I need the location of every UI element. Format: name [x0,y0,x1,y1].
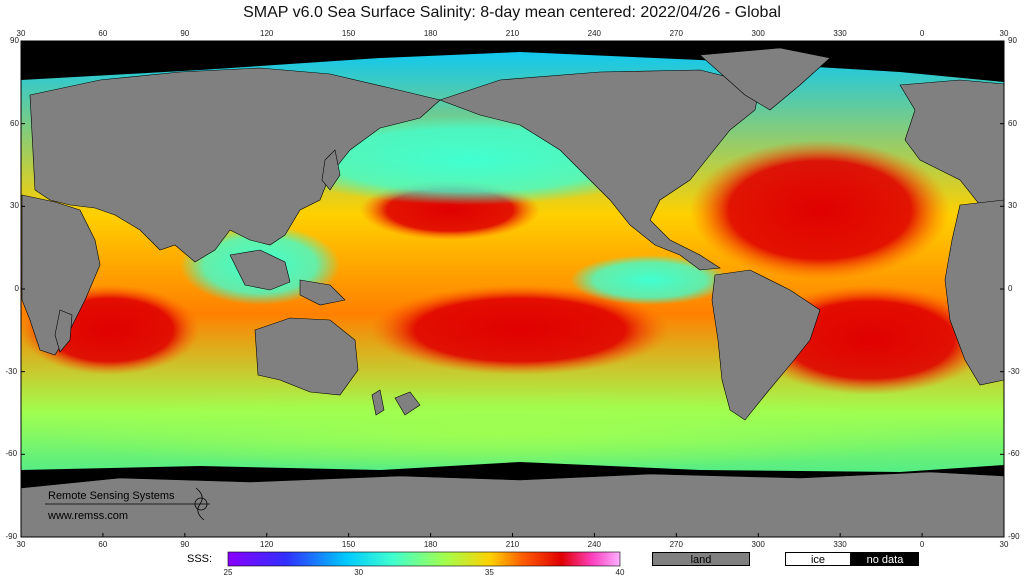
land-masses [21,47,1004,537]
lon-label-bottom: 60 [98,540,108,549]
colorbar-tick-label: 30 [354,568,364,577]
right-ticks [1000,40,1004,538]
lat-label-right: 0 [1008,284,1013,293]
lon-label-bottom: 120 [260,540,274,549]
lon-label-top: 270 [669,29,683,38]
land-swatch: land [652,552,750,566]
lon-label-top: 180 [423,29,438,38]
lon-label-bottom: 210 [505,540,520,549]
lon-label-bottom: 90 [180,540,190,549]
lon-label-top: 240 [587,29,602,38]
lon-label-bottom: 150 [341,540,356,549]
lat-label-left: 60 [10,118,19,128]
lon-label-bottom: 30 [999,540,1009,549]
colorbar-tick-label: 35 [484,568,494,577]
map-title: SMAP v6.0 Sea Surface Salinity: 8-day me… [243,4,781,21]
lat-label-right: -30 [1008,366,1020,376]
lat-label-right: 60 [1008,118,1017,128]
org-name: Remote Sensing Systems [48,490,175,502]
lon-label-top: 300 [751,29,765,38]
left-ticks [21,40,25,538]
lon-label-top: 0 [919,29,925,38]
no-data-swatch: no data [851,552,919,566]
lon-label-bottom: 0 [919,540,925,549]
lon-label-top: 150 [341,29,356,38]
salinity-colorbar [227,551,621,567]
lat-label-right: 90 [1008,36,1017,45]
lon-label-top: 60 [98,29,108,38]
colorbar-tick-label: 40 [615,568,625,577]
lat-label-right: 30 [1008,201,1017,211]
lon-label-top: 30 [999,29,1009,38]
lon-label-bottom: 330 [833,540,847,549]
lon-label-bottom: 180 [423,540,438,549]
lat-label-left: 0 [14,284,19,293]
ice-swatch: ice [785,552,851,566]
lat-label-right: -90 [1008,532,1020,541]
lon-label-top: 30 [16,29,26,38]
lon-label-top: 330 [833,29,847,38]
bottom-ticks [20,533,1005,537]
lon-label-top: 120 [260,29,274,38]
lon-label-bottom: 300 [751,540,765,549]
lon-label-bottom: 240 [587,540,602,549]
lat-label-left: -90 [5,532,18,541]
lon-label-top: 90 [180,29,190,38]
lat-label-left: 90 [10,36,19,45]
sss-label: SSS: [187,553,213,565]
lon-label-bottom: 270 [669,540,683,549]
rss-logo [194,497,208,511]
top-ticks [20,41,1005,45]
lat-label-left: 30 [10,201,19,211]
lat-label-right: -60 [1008,449,1020,459]
lat-label-left: -60 [5,449,18,459]
org-url[interactable]: www.remss.com [48,510,129,522]
colorbar-tick-label: 25 [223,568,233,577]
lon-label-top: 210 [505,29,520,38]
lat-label-left: -30 [5,366,18,376]
lon-label-bottom: 30 [16,540,26,549]
